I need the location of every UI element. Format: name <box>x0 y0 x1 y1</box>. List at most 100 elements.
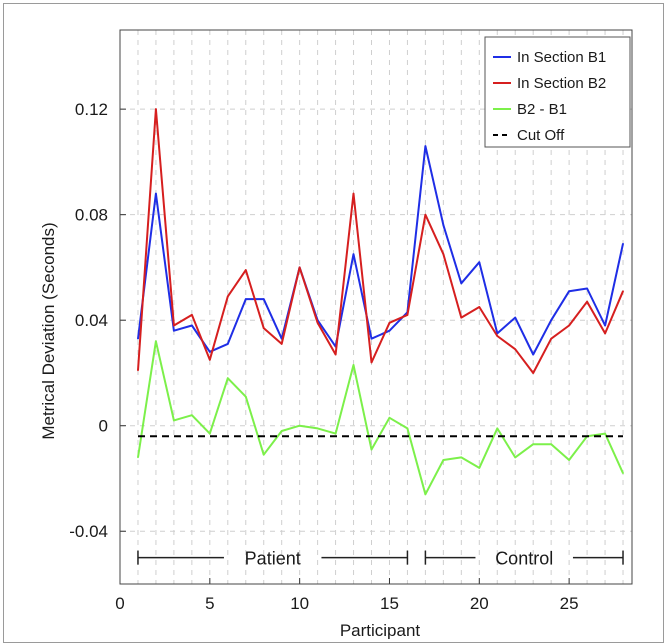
y-tick-label: 0 <box>99 417 108 436</box>
data-point <box>155 108 157 110</box>
data-point <box>137 337 139 340</box>
data-point <box>622 242 624 245</box>
data-point <box>514 456 517 459</box>
data-point <box>478 467 481 469</box>
y-tick-label: 0.04 <box>75 311 108 330</box>
data-point <box>550 443 552 445</box>
data-point <box>460 456 463 459</box>
data-point <box>460 316 463 319</box>
group-label: Control <box>495 549 553 569</box>
data-point <box>262 453 265 456</box>
data-point <box>568 290 570 292</box>
data-point <box>191 314 193 316</box>
data-point <box>424 145 427 147</box>
data-point <box>496 427 499 430</box>
legend: In Section B1 In Section B2 B2 - B1 Cut Off <box>484 36 631 148</box>
data-point <box>334 353 337 356</box>
x-tick-label: 5 <box>205 594 214 613</box>
data-point <box>316 322 319 324</box>
plot-border <box>119 29 633 585</box>
axes: 0 5 10 15 20 25 -0.04 0 0.04 0.08 0.12 <box>69 29 633 613</box>
data-point <box>209 358 211 361</box>
legend-label-3: B2 - B1 <box>517 101 567 118</box>
data-point <box>478 261 481 263</box>
data-point <box>316 427 319 430</box>
data-point <box>532 443 534 445</box>
data-point <box>388 417 391 419</box>
data-point <box>137 456 139 459</box>
data-point <box>370 361 373 364</box>
data-point <box>155 340 157 343</box>
data-point <box>280 430 283 432</box>
data-point <box>209 351 211 353</box>
data-point <box>262 327 265 329</box>
data-point <box>604 432 606 435</box>
data-point <box>568 459 570 461</box>
data-point <box>478 306 481 308</box>
data-point <box>137 369 139 372</box>
data-point <box>406 314 409 316</box>
data-point <box>262 298 265 300</box>
x-tick-label: 15 <box>380 594 399 613</box>
data-point <box>352 192 355 195</box>
y-tick-label: 0.08 <box>75 206 108 225</box>
data-point <box>352 253 355 256</box>
data-point <box>388 329 391 332</box>
data-point <box>173 329 175 332</box>
data-point <box>622 472 624 475</box>
data-point <box>568 324 570 327</box>
data-point <box>370 337 373 340</box>
data-point <box>388 322 391 324</box>
data-point <box>370 448 373 451</box>
data-point <box>209 432 211 435</box>
data-point <box>550 337 552 340</box>
legend-label-4: Cut Off <box>517 127 565 144</box>
data-point <box>173 324 175 327</box>
data-point <box>496 335 499 337</box>
data-point <box>442 459 445 461</box>
legend-label-2: In Section B2 <box>517 75 606 92</box>
data-point <box>244 269 247 271</box>
legend-box <box>484 36 631 148</box>
data-point <box>604 332 606 335</box>
data-point <box>173 419 175 422</box>
data-point <box>586 287 588 290</box>
data-point <box>280 343 283 345</box>
data-point <box>191 324 193 327</box>
group-label: Patient <box>245 549 301 569</box>
data-point <box>514 348 517 351</box>
series-lines <box>137 108 624 496</box>
data-point <box>622 290 624 292</box>
y-axis-label: Metrical Deviation (Seconds) <box>39 222 58 439</box>
group-brackets: Patient Control <box>137 549 624 569</box>
data-point <box>604 324 606 327</box>
data-point <box>586 300 588 303</box>
x-tick-label: 0 <box>115 594 124 613</box>
y-tick-label: -0.04 <box>69 522 108 541</box>
data-point <box>244 395 247 398</box>
x-tick-label: 20 <box>470 594 489 613</box>
legend-label-1: In Section B1 <box>517 49 606 66</box>
data-point <box>514 316 517 319</box>
data-point <box>298 424 301 427</box>
data-point <box>532 353 534 356</box>
data-point <box>244 298 247 300</box>
data-point <box>298 266 301 269</box>
data-point <box>226 295 229 298</box>
data-point <box>191 414 193 416</box>
series-line-1 <box>137 145 624 356</box>
data-point <box>460 282 463 285</box>
data-point <box>406 427 409 430</box>
data-point <box>155 192 157 195</box>
data-point <box>550 319 552 321</box>
x-tick-label: 10 <box>290 594 309 613</box>
data-point <box>532 372 534 374</box>
x-axis-label: Participant <box>340 621 421 639</box>
data-point <box>442 224 445 227</box>
x-tick-label: 25 <box>560 594 579 613</box>
data-point <box>352 364 355 366</box>
data-point <box>226 343 229 345</box>
data-point <box>226 377 229 380</box>
series-line-3 <box>137 340 624 496</box>
